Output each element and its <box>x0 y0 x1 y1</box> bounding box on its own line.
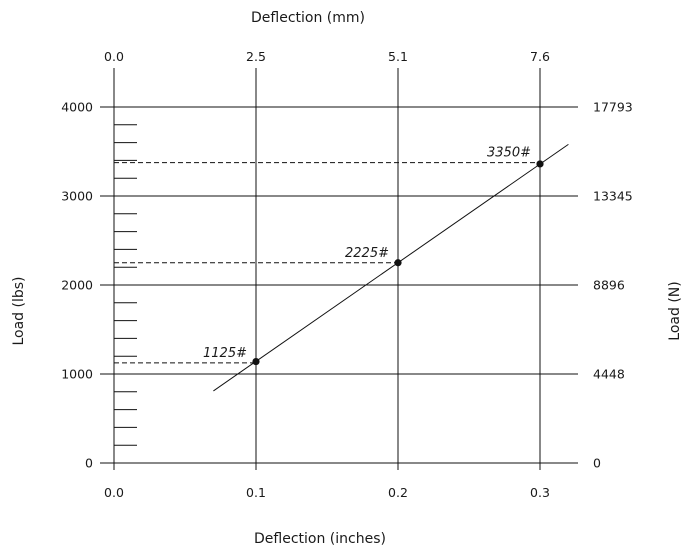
data-point <box>536 160 544 168</box>
gridlines <box>100 68 578 470</box>
trend-line <box>213 143 569 392</box>
y-tick-label-left: 1000 <box>61 367 93 382</box>
y-axis-title-right: Load (N) <box>667 281 683 340</box>
x-tick-label-top: 0.0 <box>104 49 124 64</box>
tick-labels: 0 0 1000 4448 2000 8896 3000 13345 4000 17793 0.0 0… <box>61 49 633 500</box>
x-tick-label-bottom: 0.1 <box>246 485 266 500</box>
minor-ticks <box>114 124 137 446</box>
x-tick-label-bottom: 0.3 <box>530 485 550 500</box>
data-point <box>252 357 260 366</box>
data-point <box>394 259 402 267</box>
x-tick-label-top: 5.1 <box>388 49 408 64</box>
y-tick-label-right: 4448 <box>593 367 625 382</box>
x-axis-title-top: Deflection (mm) <box>251 10 365 26</box>
y-tick-label-right: 17793 <box>593 100 633 115</box>
x-tick-label-bottom: 0.2 <box>388 485 408 500</box>
x-axis-title-bottom: Deflection (inches) <box>254 531 386 547</box>
y-axis-title-left: Load (lbs) <box>11 276 27 345</box>
y-tick-label-left: 3000 <box>61 189 93 204</box>
x-tick-label-top: 2.5 <box>246 49 266 64</box>
y-tick-label-right: 8896 <box>593 278 625 293</box>
data-label: 3350# <box>487 146 531 161</box>
reference-lines <box>114 162 540 364</box>
data-label: 1125# <box>203 346 247 361</box>
y-tick-label-left: 0 <box>85 456 93 471</box>
y-tick-label-left: 2000 <box>61 278 93 293</box>
y-tick-label-left: 4000 <box>61 100 93 115</box>
x-tick-label-top: 7.6 <box>530 49 550 64</box>
y-tick-label-right: 13345 <box>593 189 633 204</box>
data-points <box>252 160 544 366</box>
trend-line-layer <box>213 143 569 392</box>
x-tick-label-bottom: 0.0 <box>104 485 124 500</box>
y-tick-label-right: 0 <box>593 456 601 471</box>
data-label: 2225# <box>345 246 389 261</box>
